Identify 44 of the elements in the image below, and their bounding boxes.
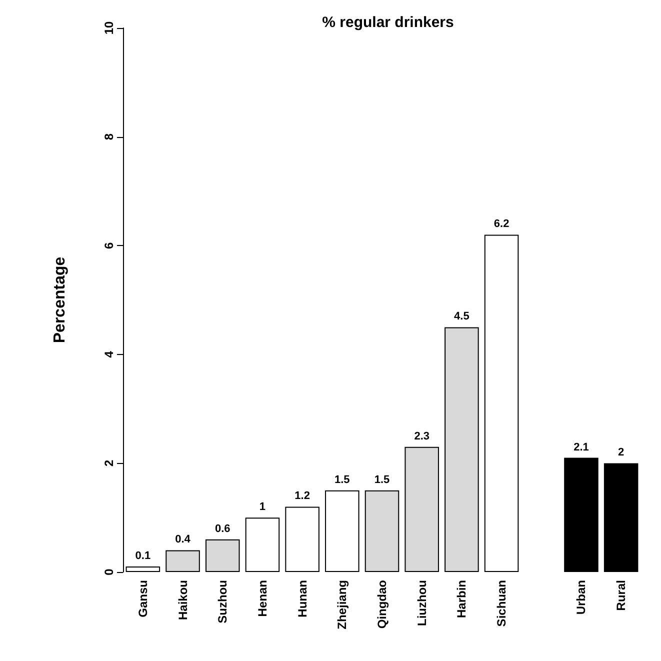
bar bbox=[245, 518, 280, 572]
bar bbox=[126, 566, 160, 572]
y-tick-label: 4 bbox=[102, 350, 116, 358]
bar bbox=[484, 234, 519, 572]
bar bbox=[325, 490, 360, 572]
data-label: 1 bbox=[259, 501, 266, 514]
x-tick-label: Zhejiang bbox=[335, 580, 350, 630]
data-label: 4.5 bbox=[454, 310, 470, 323]
bar bbox=[364, 490, 400, 572]
bar bbox=[166, 550, 200, 572]
x-tick-label: Qingdao bbox=[375, 580, 389, 629]
data-label: 0.1 bbox=[135, 550, 151, 562]
x-tick-label: Harbin bbox=[454, 580, 469, 618]
y-tick-label: 6 bbox=[102, 242, 116, 249]
y-tick-label: 0 bbox=[102, 568, 116, 576]
data-label: 0.4 bbox=[175, 534, 192, 546]
x-tick-label: Gansu bbox=[136, 580, 150, 618]
x-tick-label: Haikou bbox=[176, 580, 190, 620]
data-label: 0.6 bbox=[214, 522, 230, 535]
chart-title: % regular drinkers bbox=[322, 14, 454, 31]
y-tick-label: 2 bbox=[102, 460, 116, 467]
bar bbox=[604, 463, 638, 572]
bar bbox=[285, 506, 320, 572]
x-tick-label: Sichuan bbox=[494, 580, 509, 627]
data-label: 2.1 bbox=[574, 441, 589, 454]
x-tick-label: Henan bbox=[255, 580, 270, 617]
data-label: 1.2 bbox=[294, 490, 310, 502]
y-tick-label: 10 bbox=[102, 21, 116, 35]
x-tick-label: Hunan bbox=[295, 580, 310, 618]
x-tick-label: Rural bbox=[614, 580, 628, 611]
data-label: 2 bbox=[618, 446, 624, 459]
x-tick-label: Suzhou bbox=[216, 580, 230, 624]
y-axis-title: Percentage bbox=[52, 256, 68, 344]
data-label: 6.2 bbox=[494, 218, 510, 230]
data-label: 2.3 bbox=[414, 430, 430, 442]
bar bbox=[404, 446, 439, 572]
data-label: 1.5 bbox=[334, 474, 350, 486]
y-tick-label: 8 bbox=[102, 133, 116, 140]
bar bbox=[564, 458, 598, 572]
x-tick-label: Urban bbox=[574, 580, 588, 615]
x-tick-label: Liuzhou bbox=[414, 580, 429, 626]
data-label: 1.5 bbox=[374, 474, 390, 486]
bar bbox=[205, 539, 240, 572]
bar bbox=[444, 327, 479, 572]
